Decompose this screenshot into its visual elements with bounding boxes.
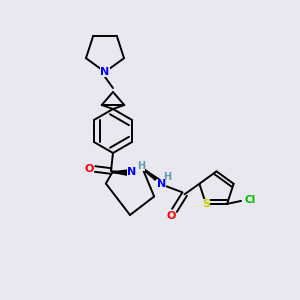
Polygon shape	[112, 170, 129, 175]
Text: H: H	[137, 161, 145, 171]
Text: H: H	[164, 172, 172, 182]
Text: O: O	[167, 211, 176, 221]
Text: O: O	[84, 164, 94, 174]
Text: N: N	[100, 67, 109, 77]
Text: Cl: Cl	[244, 195, 256, 205]
Text: N: N	[128, 167, 136, 177]
Text: N: N	[157, 179, 166, 189]
Text: S: S	[202, 199, 210, 209]
